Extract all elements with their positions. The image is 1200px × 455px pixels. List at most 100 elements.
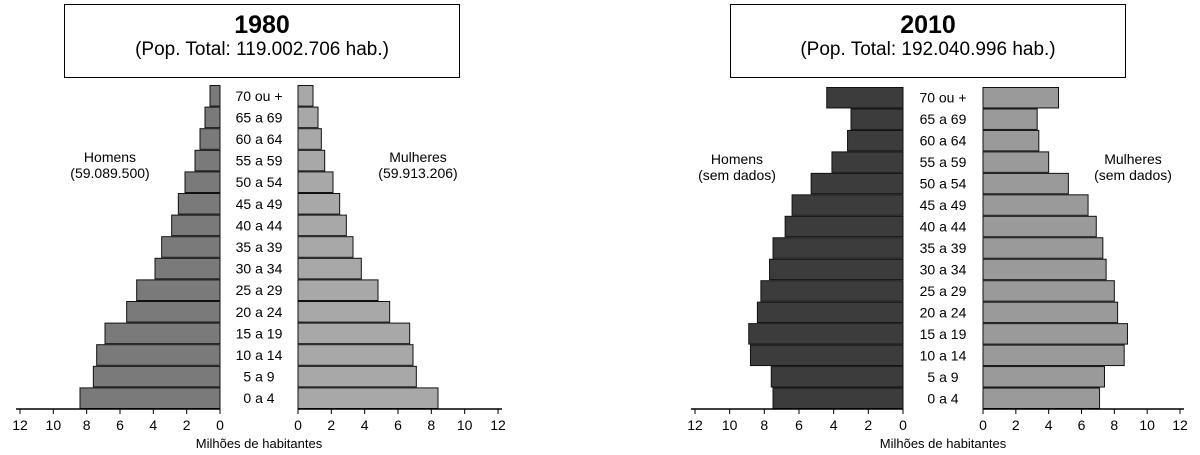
- category-label-2010-9: 25 a 29: [920, 283, 967, 299]
- bar-homens-1980-10: [126, 301, 221, 323]
- bar-homens-1980-6: [171, 214, 221, 237]
- category-label-1980-8: 30 a 34: [236, 261, 283, 277]
- x-tick-label-right-1980-5: 2: [327, 417, 335, 433]
- category-label-2010-0: 70 ou +: [919, 90, 966, 106]
- legend-homens-2010: Homens: [711, 151, 763, 167]
- legend-homens-1980: Homens: [84, 149, 136, 165]
- bar-homens-1980-12: [96, 344, 221, 366]
- bar-mulheres-2010-8: [982, 258, 1107, 281]
- bar-homens-2010-12: [749, 344, 904, 367]
- chart-subtitle-1980: (Pop. Total: 119.002.706 hab.): [135, 39, 389, 60]
- bar-mulheres-2010-6: [982, 215, 1097, 238]
- category-label-2010-8: 30 a 34: [920, 261, 967, 277]
- bar-mulheres-2010-7: [982, 237, 1104, 259]
- chart-title-2010: 2010: [900, 11, 956, 39]
- bar-mulheres-1980-2: [297, 128, 322, 150]
- bar-mulheres-2010-11: [982, 323, 1128, 345]
- category-label-2010-10: 20 a 24: [920, 304, 967, 320]
- x-tick-label-right-2010-2: 8: [1110, 417, 1118, 433]
- x-tick-label-right-2010-1: 10: [1139, 417, 1155, 433]
- bar-mulheres-2010-5: [982, 194, 1089, 216]
- bar-homens-1980-0: [209, 85, 221, 107]
- category-label-1980-1: 65 a 69: [236, 109, 283, 125]
- bar-homens-2010-10: [756, 301, 904, 324]
- bar-mulheres-2010-12: [982, 344, 1125, 367]
- category-label-1980-5: 45 a 49: [236, 196, 283, 212]
- legend-annotation-homens-1980: (59.089.500): [70, 165, 149, 181]
- bar-homens-2010-14: [772, 387, 904, 409]
- bar-homens-1980-1: [204, 106, 221, 129]
- bar-mulheres-2010-2: [982, 129, 1040, 152]
- x-axis-label-2010: Milhões de habitantes: [880, 436, 1007, 451]
- category-label-2010-6: 40 a 44: [920, 219, 967, 235]
- x-tick-label-right-2010-5: 2: [1012, 417, 1020, 433]
- bar-homens-1980-11: [104, 322, 221, 345]
- bar-homens-2010-0: [826, 87, 904, 109]
- x-tick-label-left-2010-0: 12: [687, 417, 703, 433]
- category-label-1980-7: 35 a 39: [236, 239, 283, 255]
- bar-mulheres-1980-11: [297, 322, 411, 345]
- bar-mulheres-1980-6: [297, 214, 347, 237]
- bar-homens-2010-2: [847, 129, 904, 152]
- bar-homens-1980-4: [184, 171, 221, 193]
- category-label-1980-13: 5 a 9: [243, 369, 274, 385]
- bar-homens-1980-8: [154, 257, 221, 280]
- bar-mulheres-2010-10: [982, 301, 1119, 324]
- bar-homens-2010-3: [831, 151, 904, 173]
- bar-mulheres-1980-10: [297, 301, 391, 323]
- bar-homens-2010-13: [770, 366, 904, 388]
- bar-mulheres-2010-0: [982, 87, 1060, 109]
- category-label-2010-3: 55 a 59: [920, 154, 967, 170]
- bar-homens-1980-7: [161, 236, 221, 258]
- x-tick-label-left-2010-6: 0: [899, 417, 907, 433]
- x-tick-label-left-2010-3: 6: [795, 417, 803, 433]
- x-tick-label-right-1980-0: 12: [490, 417, 506, 433]
- x-tick-label-left-2010-2: 8: [760, 417, 768, 433]
- title-box-2010: 2010 (Pop. Total: 192.040.996 hab.): [730, 4, 1126, 78]
- category-label-2010-4: 50 a 54: [920, 176, 967, 192]
- category-label-2010-13: 5 a 9: [927, 369, 958, 385]
- category-label-2010-11: 15 a 19: [920, 326, 967, 342]
- bar-mulheres-2010-9: [982, 280, 1115, 302]
- bar-homens-2010-9: [760, 280, 904, 302]
- x-tick-label-left-1980-1: 10: [46, 417, 62, 433]
- x-tick-label-left-2010-4: 4: [830, 417, 838, 433]
- x-tick-label-left-2010-1: 10: [722, 417, 738, 433]
- category-label-2010-7: 35 a 39: [920, 240, 967, 256]
- x-tick-label-left-1980-4: 4: [149, 417, 157, 433]
- legend-annotation-mulheres-2010: (sem dados): [1094, 167, 1172, 183]
- x-axis-label-1980: Milhões de habitantes: [196, 436, 323, 451]
- bar-mulheres-1980-0: [297, 85, 314, 107]
- category-label-1980-2: 60 a 64: [236, 131, 283, 147]
- title-box-1980: 1980 (Pop. Total: 119.002.706 hab.): [64, 4, 460, 78]
- category-label-1980-0: 70 ou +: [235, 88, 282, 104]
- x-tick-label-right-1980-3: 6: [394, 417, 402, 433]
- x-tick-label-right-2010-3: 6: [1078, 417, 1086, 433]
- bar-mulheres-1980-7: [297, 236, 354, 258]
- bar-mulheres-1980-12: [297, 344, 414, 366]
- x-tick-label-left-1980-5: 2: [183, 417, 191, 433]
- category-label-1980-3: 55 a 59: [236, 153, 283, 169]
- bar-homens-1980-3: [194, 149, 221, 172]
- bar-homens-2010-7: [772, 237, 904, 259]
- bar-homens-1980-9: [136, 279, 221, 301]
- bar-homens-2010-5: [791, 194, 904, 216]
- x-tick-label-right-1980-1: 10: [457, 417, 473, 433]
- legend-annotation-homens-2010: (sem dados): [698, 167, 776, 183]
- category-label-1980-11: 15 a 19: [236, 325, 283, 341]
- bar-mulheres-1980-9: [297, 279, 379, 301]
- bar-mulheres-1980-1: [297, 106, 319, 129]
- bar-homens-2010-11: [748, 323, 904, 345]
- bar-homens-2010-4: [810, 172, 904, 195]
- category-label-2010-2: 60 a 64: [920, 133, 967, 149]
- category-label-1980-9: 25 a 29: [236, 282, 283, 298]
- bar-mulheres-1980-3: [297, 149, 326, 172]
- bar-mulheres-2010-14: [982, 387, 1101, 409]
- category-label-1980-4: 50 a 54: [236, 174, 283, 190]
- bar-mulheres-2010-4: [982, 172, 1069, 195]
- category-label-2010-1: 65 a 69: [920, 111, 967, 127]
- chart-subtitle-2010: (Pop. Total: 192.040.996 hab.): [800, 39, 1056, 60]
- category-label-2010-5: 45 a 49: [920, 197, 967, 213]
- bar-homens-2010-8: [769, 258, 904, 281]
